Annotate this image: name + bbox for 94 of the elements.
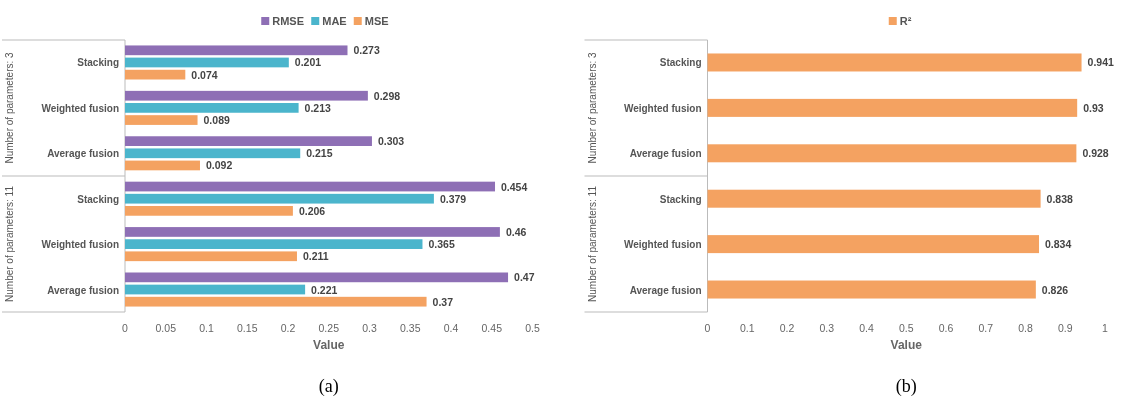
- bar: [707, 189, 1041, 208]
- x-tick-label: 1: [1102, 322, 1109, 334]
- data-label: 0.211: [302, 250, 329, 263]
- data-label: 0.092: [205, 159, 233, 172]
- bar: [125, 57, 289, 68]
- data-label: 0.089: [203, 114, 230, 127]
- x-tick-label: 0.4: [859, 322, 874, 334]
- y-tick-label: Stacking: [77, 193, 119, 205]
- text: Number of parameters: 11: [586, 185, 598, 302]
- y-tick-label: Average fusion: [47, 284, 119, 296]
- bar: [125, 284, 306, 295]
- x-tick-label: 0.2: [280, 322, 296, 334]
- legend-label: RMSE: [272, 15, 305, 27]
- x-tick-label: 0.25: [318, 322, 340, 334]
- x-tick-label: 0.35: [400, 322, 421, 334]
- x-tick-label: 0.2: [779, 322, 795, 334]
- data-label: 0.074: [191, 68, 218, 81]
- text: Number of parameters: 3: [586, 51, 598, 164]
- x-tick-label: 0.7: [978, 322, 994, 334]
- x-tick-label: 0.45: [481, 322, 503, 334]
- bar: [125, 193, 434, 204]
- data-label: 0.213: [304, 101, 332, 114]
- bar: [125, 115, 198, 125]
- bar: [125, 69, 186, 80]
- bar: [125, 148, 301, 159]
- bar: [125, 251, 297, 262]
- data-label: 0.206: [298, 204, 326, 217]
- x-axis-title: Value: [890, 338, 923, 352]
- data-label: 0.941: [1087, 56, 1114, 69]
- data-label: 0.215: [306, 147, 333, 160]
- y-tick-label: Average fusion: [629, 284, 702, 296]
- bar: [125, 296, 427, 307]
- text: Number of parameters: 11: [4, 185, 15, 302]
- legend-label: MAE: [322, 15, 347, 27]
- x-tick-label: 0: [122, 322, 129, 334]
- data-label: 0.379: [439, 192, 467, 205]
- x-tick-label: 0.3: [819, 322, 835, 334]
- text: (a): [318, 376, 339, 397]
- data-label: 0.37: [432, 295, 454, 308]
- bar: [707, 53, 1082, 72]
- x-tick-label: 0.3: [362, 322, 377, 334]
- data-label: 0.365: [428, 238, 455, 251]
- x-tick-label: 0.1: [739, 322, 755, 334]
- bar: [707, 98, 1078, 117]
- data-label: 0.221: [311, 283, 338, 296]
- data-label: 0.93: [1083, 101, 1104, 114]
- bar: [125, 227, 500, 237]
- bar: [125, 239, 423, 249]
- x-tick-label: 0.4: [443, 322, 459, 334]
- x-axis-title: Value: [313, 338, 345, 352]
- x-tick-label: 0.05: [155, 322, 177, 334]
- text: (b): [895, 376, 917, 397]
- bar: [125, 90, 368, 101]
- bar: [125, 103, 299, 113]
- y-tick-label: Weighted fusion: [623, 102, 702, 114]
- bar: [125, 136, 372, 146]
- x-tick-label: 0.5: [525, 322, 540, 334]
- y-tick-label: Stacking: [659, 57, 702, 69]
- bar: [125, 206, 293, 216]
- bar: [125, 45, 348, 56]
- y-tick-label: Average fusion: [629, 148, 702, 160]
- y-tick-label: Weighted fusion: [41, 239, 119, 251]
- bar: [125, 160, 200, 171]
- x-tick-label: 0.9: [1057, 322, 1073, 334]
- x-tick-label: 0.6: [938, 322, 954, 334]
- x-tick-label: 0: [704, 322, 711, 334]
- data-label: 0.838: [1046, 192, 1074, 205]
- y-tick-label: Average fusion: [47, 148, 119, 160]
- x-tick-label: 0.5: [898, 322, 914, 334]
- data-label: 0.454: [501, 180, 528, 193]
- y-tick-label: Weighted fusion: [623, 239, 702, 251]
- data-label: 0.47: [514, 271, 535, 284]
- y-tick-label: Stacking: [77, 57, 119, 69]
- x-tick-label: 0.1: [199, 322, 214, 334]
- legend-label: MSE: [364, 15, 389, 27]
- x-tick-label: 0.8: [1018, 322, 1033, 334]
- text: Number of parameters: 3: [4, 51, 15, 164]
- bar: [707, 280, 1036, 299]
- bar: [125, 272, 509, 283]
- bar: [707, 144, 1077, 163]
- data-label: 0.303: [377, 135, 405, 148]
- data-label: 0.298: [373, 89, 401, 102]
- data-label: 0.46: [505, 225, 527, 238]
- data-label: 0.201: [294, 56, 322, 69]
- data-label: 0.928: [1082, 147, 1109, 160]
- y-tick-label: Weighted fusion: [41, 102, 119, 114]
- y-tick-label: Stacking: [659, 193, 702, 205]
- data-label: 0.273: [353, 44, 380, 57]
- bar: [125, 181, 496, 192]
- bar: [707, 235, 1040, 254]
- data-label: 0.834: [1045, 238, 1072, 251]
- x-tick-label: 0.15: [237, 322, 258, 334]
- legend-label: R²: [899, 15, 912, 27]
- data-label: 0.826: [1041, 283, 1069, 296]
